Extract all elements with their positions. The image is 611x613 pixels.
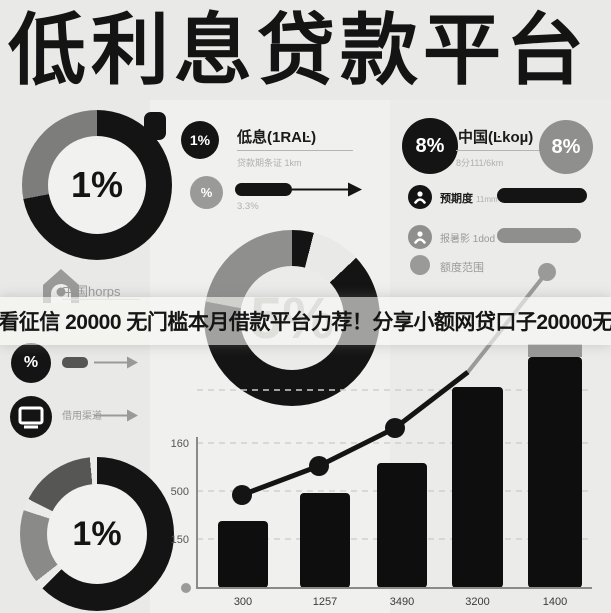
overlay-banner-text: 看征信 20000 无门槛本月借款平台力荐！分享小额网贷口子20000无 xyxy=(0,311,611,334)
arrow-right-icon xyxy=(94,409,138,422)
overlay-banner: 看征信 20000 无门槛本月借款平台力荐！分享小额网贷口子20000无 xyxy=(0,297,611,345)
bullet-dot-icon xyxy=(410,255,430,275)
stat-row-label: 预期度 11mm xyxy=(440,190,498,206)
stat-bar-black xyxy=(497,188,587,203)
stat-label: 预期度 xyxy=(440,193,473,205)
arrow-right-icon xyxy=(292,182,362,197)
rate-badge-black: 8% xyxy=(402,118,458,174)
stat-row-label: 额度范围 xyxy=(440,262,484,274)
mid-section-title: 低息(1RAĿ) xyxy=(237,129,317,146)
donut-bottom-left-value: 1% xyxy=(47,484,147,584)
percent-badge: % xyxy=(11,343,51,383)
channel-row-label: 借用渠道 xyxy=(62,411,102,422)
divider xyxy=(456,150,546,151)
dark-tile-icon xyxy=(144,112,166,140)
rate-badge: 1% xyxy=(181,121,219,159)
stat-row-label: 报暑影 1dod xyxy=(440,230,495,245)
page-title: 低利息贷款平台 xyxy=(8,6,590,94)
right-panel xyxy=(390,100,611,613)
arrow-right-icon xyxy=(94,356,138,369)
rate-badge-gray: 8% xyxy=(539,120,593,174)
person-icon xyxy=(408,225,432,249)
bar-caption: 3.3% xyxy=(237,201,259,212)
stat-sub: 1dod xyxy=(472,234,496,245)
progress-pill xyxy=(235,183,292,196)
mid-section-subtitle: 贷款期条证 1km xyxy=(237,158,302,168)
stat-sub: 11mm xyxy=(476,195,498,204)
divider xyxy=(237,150,353,151)
stat-label: 报暑影 xyxy=(440,234,470,245)
donut-top-left-value: 1% xyxy=(48,136,146,234)
stat-bar-gray xyxy=(497,228,581,243)
monitor-icon xyxy=(10,396,52,438)
percent-badge: % xyxy=(190,176,223,209)
right-section-subtitle: 8分111/6km xyxy=(456,158,504,168)
mini-bar xyxy=(62,357,88,368)
right-section-title: 中国(Ŀkoµ) xyxy=(458,129,534,146)
person-icon xyxy=(408,185,432,209)
home-row-label: 中国horps xyxy=(62,284,121,299)
donut-chart-bottom-left: 1% xyxy=(20,457,174,611)
